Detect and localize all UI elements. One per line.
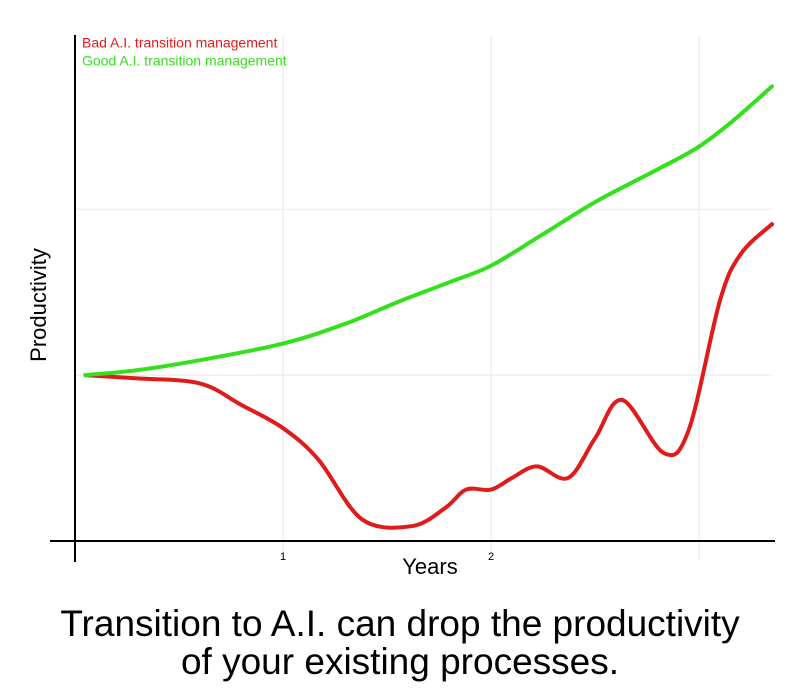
x-tick-label: 2 [488,551,494,563]
line-series [83,84,774,378]
x-tick-label: 1 [280,551,286,563]
caption-line: of your existing processes. [181,641,619,682]
y-axis-label: Productivity [26,248,51,362]
caption-line: Transition to A.I. can drop the producti… [60,603,740,644]
x-axis-label: Years [402,554,457,579]
line-series [83,222,774,530]
legend-entry: Good A.I. transition management [82,53,287,69]
legend-entry: Bad A.I. transition management [82,35,277,51]
